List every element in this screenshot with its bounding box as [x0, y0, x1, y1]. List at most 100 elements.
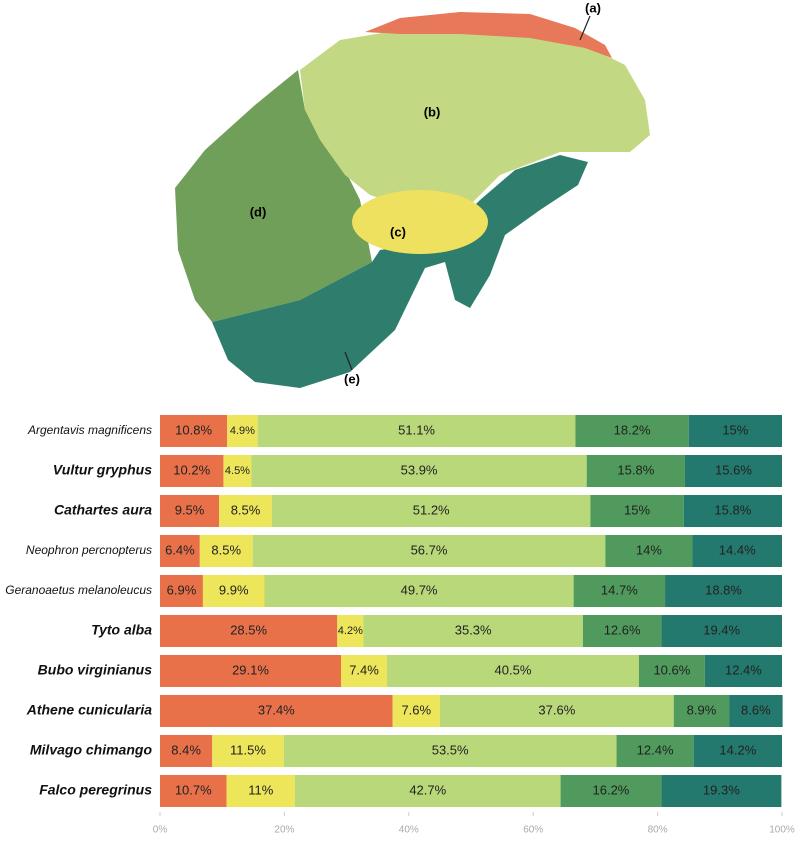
- data-label: 11.5%: [230, 742, 266, 757]
- leader-line: [579, 15, 591, 41]
- bar-segment: [673, 695, 730, 727]
- data-label: 10.8%: [175, 422, 212, 437]
- category-label: Milvago chimango: [30, 742, 153, 758]
- category-label: Athene cunicularia: [26, 702, 152, 718]
- bar-segment: [160, 655, 342, 687]
- bar-segment: [271, 495, 591, 527]
- bar-segment: [160, 775, 227, 807]
- data-label: 15.8%: [714, 502, 751, 517]
- x-tick-label: 100%: [769, 825, 795, 836]
- data-label: 8.9%: [687, 702, 717, 717]
- data-label: 15%: [722, 422, 748, 437]
- bar-segment: [160, 735, 213, 767]
- data-label: 12.4%: [637, 742, 674, 757]
- bar-segment: [219, 495, 272, 527]
- data-label: 49.7%: [401, 582, 438, 597]
- bar-segment: [560, 775, 662, 807]
- data-label: 12.6%: [604, 622, 641, 637]
- data-label: 42.7%: [409, 782, 446, 797]
- data-label: 28.5%: [230, 622, 267, 637]
- bar-segment: [392, 695, 440, 727]
- bar-segment: [223, 455, 252, 487]
- bar-segment: [251, 455, 587, 487]
- bar-segment: [160, 695, 393, 727]
- data-label: 10.6%: [653, 662, 690, 677]
- data-label: 51.1%: [398, 422, 435, 437]
- brain-diagram: (a) (b) (c) (d) (e): [175, 0, 650, 388]
- data-label: 51.2%: [413, 502, 450, 517]
- data-label: 6.9%: [167, 582, 197, 597]
- x-tick-label: 60%: [523, 825, 543, 836]
- data-label: 53.5%: [432, 742, 469, 757]
- bar-segment: [341, 655, 388, 687]
- data-label: 15%: [624, 502, 650, 517]
- data-label: 56.7%: [411, 542, 448, 557]
- bar-segment: [684, 455, 782, 487]
- data-label: 4.5%: [225, 465, 250, 477]
- region-label: (d): [250, 204, 267, 219]
- data-label: 8.5%: [211, 542, 241, 557]
- bar-segment: [264, 575, 574, 607]
- data-label: 11%: [248, 782, 273, 797]
- bar-segment: [683, 495, 782, 527]
- data-label: 37.4%: [258, 702, 295, 717]
- data-label: 40.5%: [495, 662, 532, 677]
- data-label: 14%: [636, 542, 662, 557]
- bar-segment: [661, 775, 782, 807]
- data-label: 15.8%: [617, 462, 654, 477]
- bar-segment: [693, 735, 782, 767]
- data-label: 14.4%: [719, 542, 756, 557]
- x-tick-label: 80%: [648, 825, 668, 836]
- region-d: [175, 70, 372, 322]
- bar-segment: [160, 415, 228, 447]
- bar-segment: [439, 695, 674, 727]
- data-label: 53.9%: [401, 462, 438, 477]
- data-label: 14.7%: [601, 582, 638, 597]
- data-label: 4.9%: [230, 425, 255, 437]
- category-label: Geranoaetus melanoleucus: [5, 583, 152, 597]
- bar-segment: [605, 535, 693, 567]
- bar-segment: [590, 495, 684, 527]
- data-label: 16.2%: [593, 782, 630, 797]
- x-tick-label: 20%: [274, 825, 294, 836]
- data-label: 8.6%: [741, 702, 771, 717]
- bar-segment: [257, 415, 576, 447]
- bar-segment: [160, 495, 220, 527]
- bar-segment: [199, 535, 253, 567]
- data-label: 4.2%: [338, 625, 363, 637]
- bar-segment: [665, 575, 782, 607]
- category-label: Argentavis magnificens: [27, 423, 152, 437]
- bar-segment: [160, 455, 224, 487]
- category-label: Cathartes aura: [54, 502, 152, 518]
- data-label: 14.2%: [719, 742, 756, 757]
- bar-segment: [202, 575, 265, 607]
- category-label: Neophron percnopterus: [26, 543, 152, 557]
- bar-segment: [160, 535, 200, 567]
- bar-segment: [387, 655, 639, 687]
- data-label: 9.9%: [219, 582, 249, 597]
- data-label: 19.3%: [703, 782, 740, 797]
- bar-segment: [573, 575, 666, 607]
- category-label: Vultur gryphus: [53, 462, 153, 478]
- region-label: (e): [344, 371, 360, 386]
- bar-segment: [638, 655, 705, 687]
- data-label: 15.6%: [715, 462, 752, 477]
- data-label: 12.4%: [725, 662, 762, 677]
- bar-segment: [294, 775, 561, 807]
- region-a: [365, 12, 612, 58]
- data-label: 19.4%: [703, 622, 740, 637]
- bar-segment: [729, 695, 783, 727]
- data-label: 8.4%: [171, 742, 201, 757]
- data-label: 10.2%: [173, 462, 210, 477]
- data-label: 18.8%: [705, 582, 742, 597]
- data-label: 8.5%: [231, 502, 261, 517]
- region-b: [300, 30, 650, 212]
- category-label: Tyto alba: [91, 622, 152, 638]
- bar-segment: [283, 735, 617, 767]
- bar-segment: [586, 455, 685, 487]
- data-label: 37.6%: [538, 702, 575, 717]
- bar-segment: [688, 415, 782, 447]
- bar-segment: [582, 615, 662, 647]
- category-label: Bubo virginianus: [38, 662, 153, 678]
